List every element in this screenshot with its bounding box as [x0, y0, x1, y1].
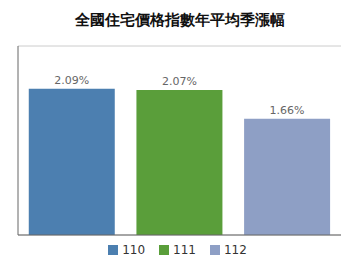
svg-text:1.66%: 1.66% — [270, 104, 305, 117]
html-text:110: 110 — [122, 243, 145, 257]
svg-text:2.09%: 2.09% — [54, 74, 89, 87]
html-text:111: 111 — [173, 243, 196, 257]
html-text:112: 112 — [224, 243, 247, 257]
svg-text:2.07%: 2.07% — [162, 75, 197, 88]
html-text:全國住宅價格指數年平均季漲幅: 全國住宅價格指數年平均季漲幅 — [74, 11, 285, 29]
